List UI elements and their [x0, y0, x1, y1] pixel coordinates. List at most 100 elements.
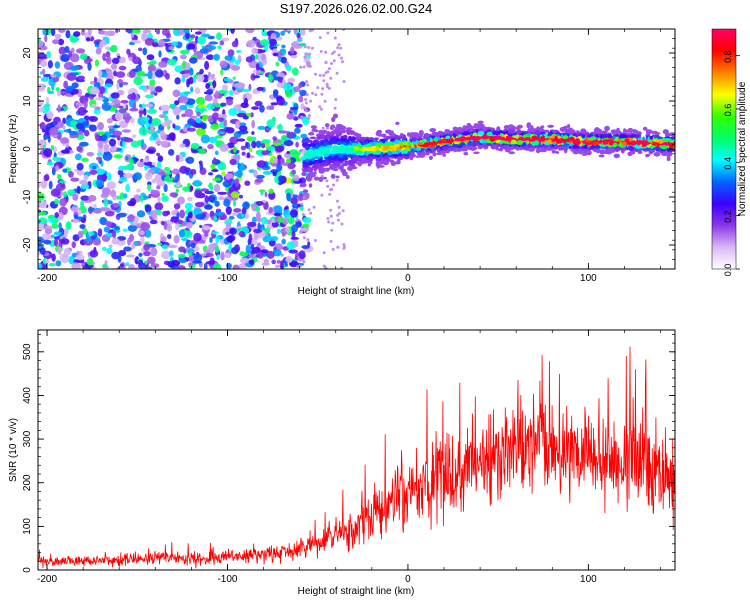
spectrogram-cell [330, 228, 334, 232]
spectrogram-cell [38, 37, 41, 44]
spectrogram-cell [318, 176, 324, 182]
spectrogram-cell [240, 145, 247, 151]
spectrogram-cell [47, 60, 54, 69]
spectrogram-cell [668, 143, 675, 149]
spectrogram-cell [110, 92, 120, 99]
spectrogram-cell [436, 136, 441, 141]
spectrogram-cell [156, 180, 166, 187]
spectrogram-cell [336, 213, 340, 217]
spectrogram-ylabel: Frequency (Hz) [8, 115, 19, 184]
spectrogram-cell [164, 175, 174, 183]
spectrogram-cell [213, 53, 220, 61]
spectrogram-cell [85, 58, 93, 62]
spectrogram-cell [291, 169, 297, 175]
spectrogram-cell [239, 251, 249, 257]
spectrogram-cell [356, 161, 361, 165]
spectrogram-cell [326, 85, 329, 89]
spectrogram-cell [38, 262, 43, 269]
spectrogram-cell [179, 104, 188, 111]
spectrogram-ytick-label: -20 [22, 237, 33, 252]
spectrogram-cell [164, 42, 169, 48]
spectrogram-cell [642, 126, 648, 131]
spectrogram-cell [331, 221, 335, 225]
spectrogram-cell [239, 122, 247, 127]
spectrogram-cell [53, 231, 63, 236]
spectrogram-cell [158, 50, 162, 58]
spectrogram-cell [351, 164, 356, 168]
spectrogram-cell [175, 223, 180, 231]
spectrogram-cell [374, 137, 379, 141]
spectrogram-cell [50, 74, 57, 78]
spectrogram-cell [321, 126, 325, 130]
spectrogram-cell [144, 266, 153, 269]
spectrogram-cell [174, 208, 178, 214]
snr-ytick-label: 100 [22, 518, 33, 535]
spectrogram-cell [305, 61, 309, 65]
spectrogram-cell [107, 200, 113, 205]
spectrogram-cell [238, 194, 244, 199]
spectrogram-cell [228, 108, 238, 116]
spectrogram-cell [342, 80, 346, 83]
spectrogram-cell [324, 50, 328, 54]
spectrogram-cell [228, 90, 234, 96]
spectrogram-cell [492, 130, 497, 135]
spectrogram-cell [408, 151, 415, 156]
spectrogram-cell [144, 94, 155, 99]
spectrogram-cell [314, 148, 320, 153]
spectrogram-cell [416, 147, 421, 151]
spectrogram-cell [251, 106, 259, 110]
spectrogram-cell [648, 150, 656, 153]
spectrogram-cell [336, 245, 340, 249]
spectrogram-cell [268, 206, 273, 214]
spectrogram-cell [214, 200, 220, 207]
spectrogram-cell [566, 138, 572, 142]
spectrogram-cell [115, 29, 119, 34]
spectrogram-cell [376, 163, 381, 169]
spectrogram-cell [274, 264, 280, 268]
spectrogram-cell [209, 257, 215, 266]
spectrogram-cell [340, 164, 344, 170]
spectrogram-cell [154, 69, 164, 78]
spectrogram-cell [327, 140, 334, 145]
spectrogram-cell [306, 139, 313, 143]
spectrogram-cell [649, 145, 655, 149]
spectrogram-cell [312, 205, 316, 209]
spectrogram-cell [304, 52, 308, 56]
spectrogram-cell [86, 236, 92, 243]
spectrogram-cell [188, 252, 193, 257]
snr-xtick-label: -200 [37, 574, 57, 585]
spectrogram-cell [50, 188, 61, 197]
spectrogram-cell [46, 161, 54, 166]
spectrogram-cell [118, 108, 127, 114]
spectrogram-cell [548, 135, 555, 139]
spectrogram-cell [179, 54, 187, 60]
spectrogram-cell [300, 202, 303, 206]
spectrogram-cell [125, 29, 130, 33]
spectrogram-cell [178, 229, 186, 238]
spectrogram-cell [395, 147, 401, 150]
spectrogram-cell [276, 228, 281, 234]
spectrogram-cell [161, 250, 171, 260]
spectrogram-cell [48, 180, 53, 190]
spectrogram-cell [218, 117, 225, 123]
snr-xtick-label: 100 [580, 574, 597, 585]
spectrogram-cell [307, 241, 311, 247]
spectrogram-cell [63, 80, 69, 89]
spectrogram-cell [299, 37, 303, 40]
spectrogram-cell [307, 168, 312, 173]
spectrogram-cell [182, 186, 191, 192]
spectrogram-cell [138, 110, 145, 115]
spectrogram-cell [583, 144, 588, 150]
spectrogram-cell [656, 142, 660, 148]
spectrogram-cell [110, 63, 118, 70]
spectrogram-cell [361, 137, 365, 142]
spectrogram-cell [421, 139, 425, 145]
spectrogram-cell [172, 179, 179, 183]
spectrogram-cell [55, 260, 62, 267]
spectrogram-cell [292, 194, 299, 199]
spectrogram-cell [322, 264, 326, 268]
spectrogram-cell [654, 146, 661, 151]
spectrogram-cell [333, 161, 341, 166]
spectrogram-cell [390, 138, 395, 142]
spectrogram-cell [621, 147, 627, 152]
